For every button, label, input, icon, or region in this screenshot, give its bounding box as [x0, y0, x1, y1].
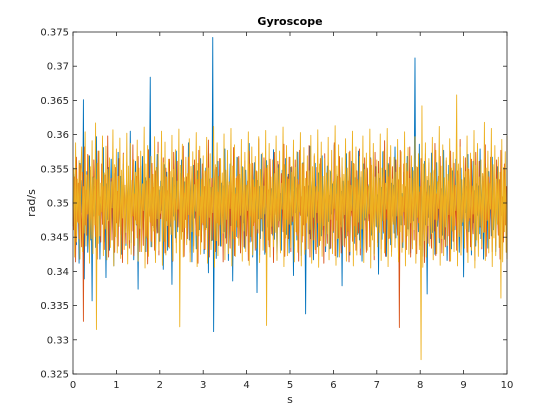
x-tick-label: 8 [417, 380, 423, 391]
y-tick-label: 0.345 [40, 233, 69, 244]
x-axis-ticks: 0 1 2 3 4 5 6 7 8 9 10 [70, 32, 514, 391]
x-tick-label: 1 [113, 380, 119, 391]
x-tick-label: 6 [330, 380, 336, 391]
chart-title: Gyroscope [257, 15, 322, 28]
x-tick-label: 10 [501, 380, 514, 391]
x-tick-label: 2 [157, 380, 163, 391]
x-tick-label: 9 [460, 380, 466, 391]
series-line-3 [72, 94, 508, 361]
y-tick-label: 0.37 [47, 62, 69, 73]
y-tick-label: 0.35 [47, 199, 69, 210]
y-axis-label: rad/s [25, 189, 38, 217]
x-tick-label: 5 [287, 380, 293, 391]
y-tick-label: 0.365 [40, 96, 69, 107]
y-tick-label: 0.34 [47, 267, 69, 278]
y-tick-label: 0.325 [40, 370, 69, 381]
x-axis-label: s [287, 393, 293, 406]
y-tick-label: 0.375 [40, 28, 69, 39]
y-tick-label: 0.355 [40, 164, 69, 175]
x-tick-label: 4 [243, 380, 249, 391]
y-tick-label: 0.335 [40, 301, 69, 312]
x-tick-label: 0 [70, 380, 76, 391]
x-tick-label: 7 [374, 380, 380, 391]
x-tick-label: 3 [200, 380, 206, 391]
series-layer [72, 37, 508, 361]
y-axis-ticks: 0.325 0.33 0.335 0.34 0.345 0.35 0.355 0.36 0.36… [40, 28, 507, 381]
y-tick-label: 0.33 [47, 335, 69, 346]
y-tick-label: 0.36 [47, 130, 69, 141]
